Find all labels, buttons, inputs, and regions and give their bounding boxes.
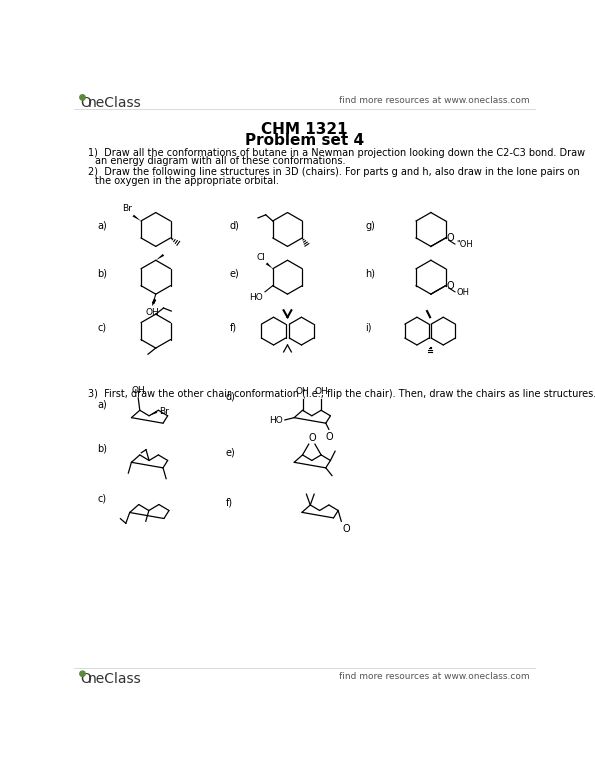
Text: OH: OH — [314, 387, 328, 397]
Text: c): c) — [98, 494, 107, 504]
Polygon shape — [266, 263, 273, 269]
Text: 1)  Draw all the conformations of butane in a Newman projection looking down the: 1) Draw all the conformations of butane … — [88, 148, 585, 158]
Text: OH: OH — [456, 288, 469, 297]
Text: a): a) — [98, 400, 107, 409]
Text: b): b) — [98, 269, 108, 278]
Circle shape — [80, 671, 85, 677]
Circle shape — [80, 95, 85, 100]
Text: Br: Br — [159, 407, 169, 416]
Text: e): e) — [226, 448, 235, 457]
Text: Problem set 4: Problem set 4 — [245, 133, 364, 148]
Text: O: O — [80, 96, 92, 110]
Text: O: O — [446, 233, 454, 243]
Text: an energy diagram with all of these conformations.: an energy diagram with all of these conf… — [95, 156, 346, 166]
Text: e): e) — [230, 269, 239, 278]
Text: c): c) — [98, 323, 107, 332]
Text: the oxygen in the appropriate orbital.: the oxygen in the appropriate orbital. — [95, 176, 279, 186]
Text: Cl: Cl — [256, 253, 265, 262]
Text: g): g) — [365, 221, 375, 230]
Text: "OH: "OH — [456, 240, 473, 249]
Text: O: O — [446, 281, 454, 290]
Text: find more resources at www.oneclass.com: find more resources at www.oneclass.com — [340, 672, 530, 681]
Text: a): a) — [98, 221, 107, 230]
Text: CHM 1321: CHM 1321 — [261, 122, 348, 136]
Polygon shape — [149, 411, 157, 416]
Text: neClass: neClass — [87, 672, 141, 686]
Text: 2)  Draw the following line structures in 3D (chairs). For parts g and h, also d: 2) Draw the following line structures in… — [88, 167, 580, 177]
Text: OH: OH — [296, 387, 309, 397]
Text: f): f) — [230, 323, 236, 332]
Text: d): d) — [226, 392, 236, 401]
Text: O: O — [325, 433, 333, 443]
Text: find more resources at www.oneclass.com: find more resources at www.oneclass.com — [340, 96, 530, 105]
Polygon shape — [156, 254, 164, 260]
Text: Br: Br — [122, 204, 131, 213]
Text: f): f) — [226, 498, 233, 507]
Text: b): b) — [98, 444, 108, 454]
Text: OH: OH — [145, 308, 159, 317]
Text: O: O — [308, 433, 315, 443]
Text: O: O — [342, 524, 350, 534]
Text: HO: HO — [249, 293, 262, 303]
Text: OH: OH — [131, 386, 145, 395]
Polygon shape — [133, 215, 141, 221]
Text: d): d) — [230, 221, 239, 230]
Text: O: O — [80, 672, 92, 686]
Text: i): i) — [365, 323, 371, 332]
Text: h): h) — [365, 269, 375, 278]
Text: HO: HO — [269, 417, 283, 425]
Text: neClass: neClass — [87, 96, 141, 110]
Text: 3)  First, draw the other chair conformation (i.e., flip the chair). Then, draw : 3) First, draw the other chair conformat… — [88, 389, 595, 399]
